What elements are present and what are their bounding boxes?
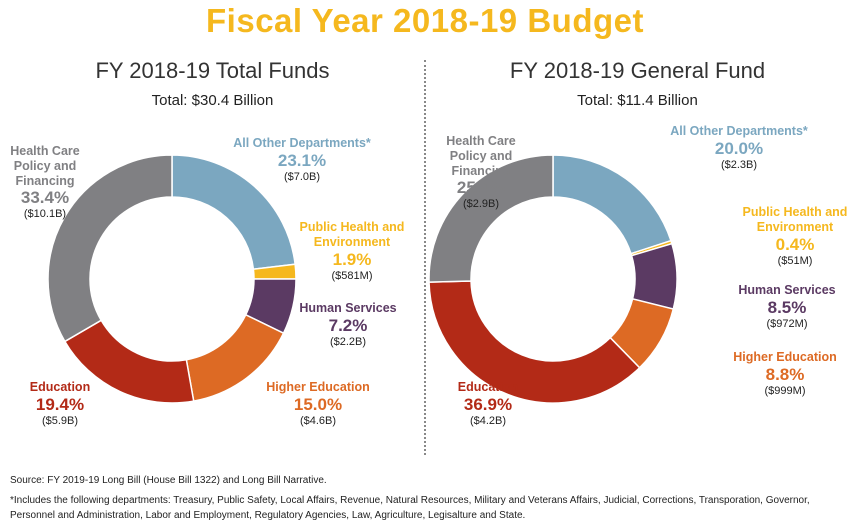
slice-label: Higher Education 8.8% ($999M) [715,350,850,398]
panel-divider [424,60,426,455]
donut-chart-total-funds [47,154,297,404]
slice-label-percent: 0.4% [775,234,815,254]
slice-label-name: Human Services [738,283,836,297]
slice-label-percent: 20.0% [714,138,764,158]
slice-label-name: All Other Departments* [233,136,371,150]
slice-label: Health Care Policy and Financing 25.4% ($2… [431,134,531,211]
departments-footnote: *Includes the following departments: Tre… [10,495,810,521]
slice-label-percent: 1.9% [332,249,372,269]
subtitle-value: $11.4 Billion [617,92,698,109]
slice-label: Public Health and Environment 1.9% ($581M) [272,220,432,283]
slice-label-amount: ($2.3B) [720,158,758,171]
subtitle-prefix: Total: [577,92,618,109]
slice-label: Health Care Policy and Financing 33.4% ($1… [0,144,90,221]
donut-chart-general-fund [428,154,678,404]
slice-label: Education 19.4% ($5.9B) [0,380,120,428]
donut-slice-all-other-departments [552,154,672,255]
slice-label-amount: ($4.6B) [299,414,337,427]
slice-label-name: Education [29,380,91,394]
slice-label-percent: 15.0% [293,394,343,414]
chart-subtitle: Total: $11.4 Billion [425,92,850,109]
chart-title: FY 2018-19 Total Funds [95,58,330,83]
slice-label-amount: ($51M) [777,254,813,267]
main-title: Fiscal Year 2018-19 Budget [206,2,644,39]
slice-label: All Other Departments* 23.1% ($7.0B) [232,136,372,184]
slice-label: Human Services 8.5% ($972M) [717,283,850,331]
slice-label: Human Services 7.2% ($2.2B) [278,301,418,349]
slice-label-amount: ($581M) [331,269,373,282]
slice-label-percent: 25.4% [456,178,506,198]
slice-label-amount: ($2.2B) [329,335,367,348]
slice-label-name: Higher Education [733,350,837,364]
slice-label-name: Higher Education [266,380,370,394]
slice-label-percent: 8.5% [767,297,807,317]
slice-label: Education 36.9% ($4.2B) [433,380,543,428]
slice-label-name: Health Care Policy and Financing [10,144,80,188]
slice-label-percent: 7.2% [328,315,368,335]
total-funds-panel: FY 2018-19 Total Funds Total: $30.4 Bill… [0,58,425,458]
slice-label-amount: ($2.9B) [462,198,500,211]
subtitle-prefix: Total: [151,92,192,109]
slice-label-name: All Other Departments* [670,124,808,138]
slice-label-percent: 8.8% [765,364,805,384]
slice-label-percent: 23.1% [277,150,327,170]
slice-label-amount: ($4.2B) [469,414,507,427]
slice-label-name: Public Health and Environment [742,205,848,234]
slice-label: Public Health and Environment 0.4% ($51M) [725,205,850,268]
donut-slice-education [428,280,641,404]
donut-slice-health-care-policy-and-financing [428,154,554,283]
slice-label: Higher Education 15.0% ($4.6B) [248,380,388,428]
slice-label: All Other Departments* 20.0% ($2.3B) [669,124,809,172]
chart-title: FY 2018-19 General Fund [509,58,766,83]
subtitle-value: $30.4 Billion [191,92,274,109]
donut-slice-human-services [630,242,678,310]
slice-label-amount: ($999M) [764,384,806,397]
slice-label-name: Human Services [299,301,397,315]
chart-subtitle: Total: $30.4 Billion [0,92,425,109]
general-fund-panel: FY 2018-19 General Fund Total: $11.4 Bil… [425,58,850,458]
source-note: Source: FY 2019-19 Long Bill (House Bill… [10,475,327,486]
slice-label-name: Health Care Policy and Financing [446,134,516,178]
slice-label-percent: 36.9% [463,394,513,414]
slice-label-amount: ($5.9B) [41,414,79,427]
donut-slice-health-care-policy-and-financing [47,154,173,343]
slice-label-amount: ($972M) [766,317,808,330]
slice-label-amount: ($10.1B) [23,208,67,221]
slice-label-amount: ($7.0B) [283,170,321,183]
slice-label-name: Education [457,380,519,394]
slice-label-name: Public Health and Environment [299,220,405,249]
slice-label-percent: 19.4% [35,394,85,414]
slice-label-percent: 33.4% [20,188,70,208]
